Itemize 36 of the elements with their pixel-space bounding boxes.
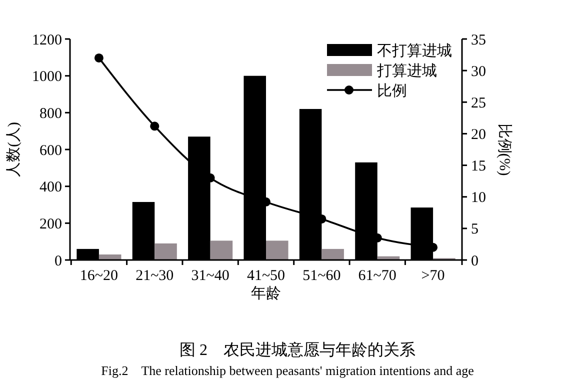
y-tick-label: 800 xyxy=(40,106,62,122)
point xyxy=(94,53,104,62)
y-tick-label: 1200 xyxy=(32,32,62,48)
legend-label: 打算进城 xyxy=(376,62,437,80)
y2-tick-label: 35 xyxy=(471,32,486,48)
x-tick-label: 16~20 xyxy=(80,268,118,284)
bar xyxy=(322,248,344,260)
y2-tick-label: 0 xyxy=(471,253,478,270)
x-tick-label: 31~40 xyxy=(191,268,230,284)
point xyxy=(150,122,160,131)
x-tick-label: 21~30 xyxy=(136,268,174,284)
y2-tick-label: 25 xyxy=(471,95,486,112)
y-tick-label: 1000 xyxy=(32,69,62,86)
y2-tick-label: 20 xyxy=(471,126,486,143)
bar xyxy=(210,240,233,260)
x-tick-label: 51~60 xyxy=(302,268,341,284)
text: Fig.2 The relationship between peasants' migration intentions and age xyxy=(101,363,474,378)
y2-axis-title: 比例(%) xyxy=(496,123,513,176)
bar xyxy=(154,243,177,260)
y2-tick-label: 15 xyxy=(471,158,486,175)
y-tick-label: 200 xyxy=(40,216,62,232)
text: 图 2 农民进城意愿与年龄的关系 xyxy=(180,341,416,359)
x-tick-label: 41~50 xyxy=(246,268,286,284)
y2-tick-label: 10 xyxy=(471,190,486,206)
x-tick-label: >70 xyxy=(421,268,445,284)
y-tick-label: 600 xyxy=(40,142,62,159)
legend-label: 比例 xyxy=(377,82,407,100)
legend-label: 不打算进城 xyxy=(377,42,452,60)
bar xyxy=(266,240,288,260)
y2-tick-label: 5 xyxy=(471,222,478,238)
y2-tick-label: 30 xyxy=(471,64,486,80)
y-tick-label: 400 xyxy=(40,180,62,196)
x-axis-title: 年龄 xyxy=(251,285,281,302)
y-axis-title: 人数(人) xyxy=(6,122,22,177)
y-tick-label: 0 xyxy=(54,253,62,270)
x-tick-label: 61~70 xyxy=(358,268,396,284)
